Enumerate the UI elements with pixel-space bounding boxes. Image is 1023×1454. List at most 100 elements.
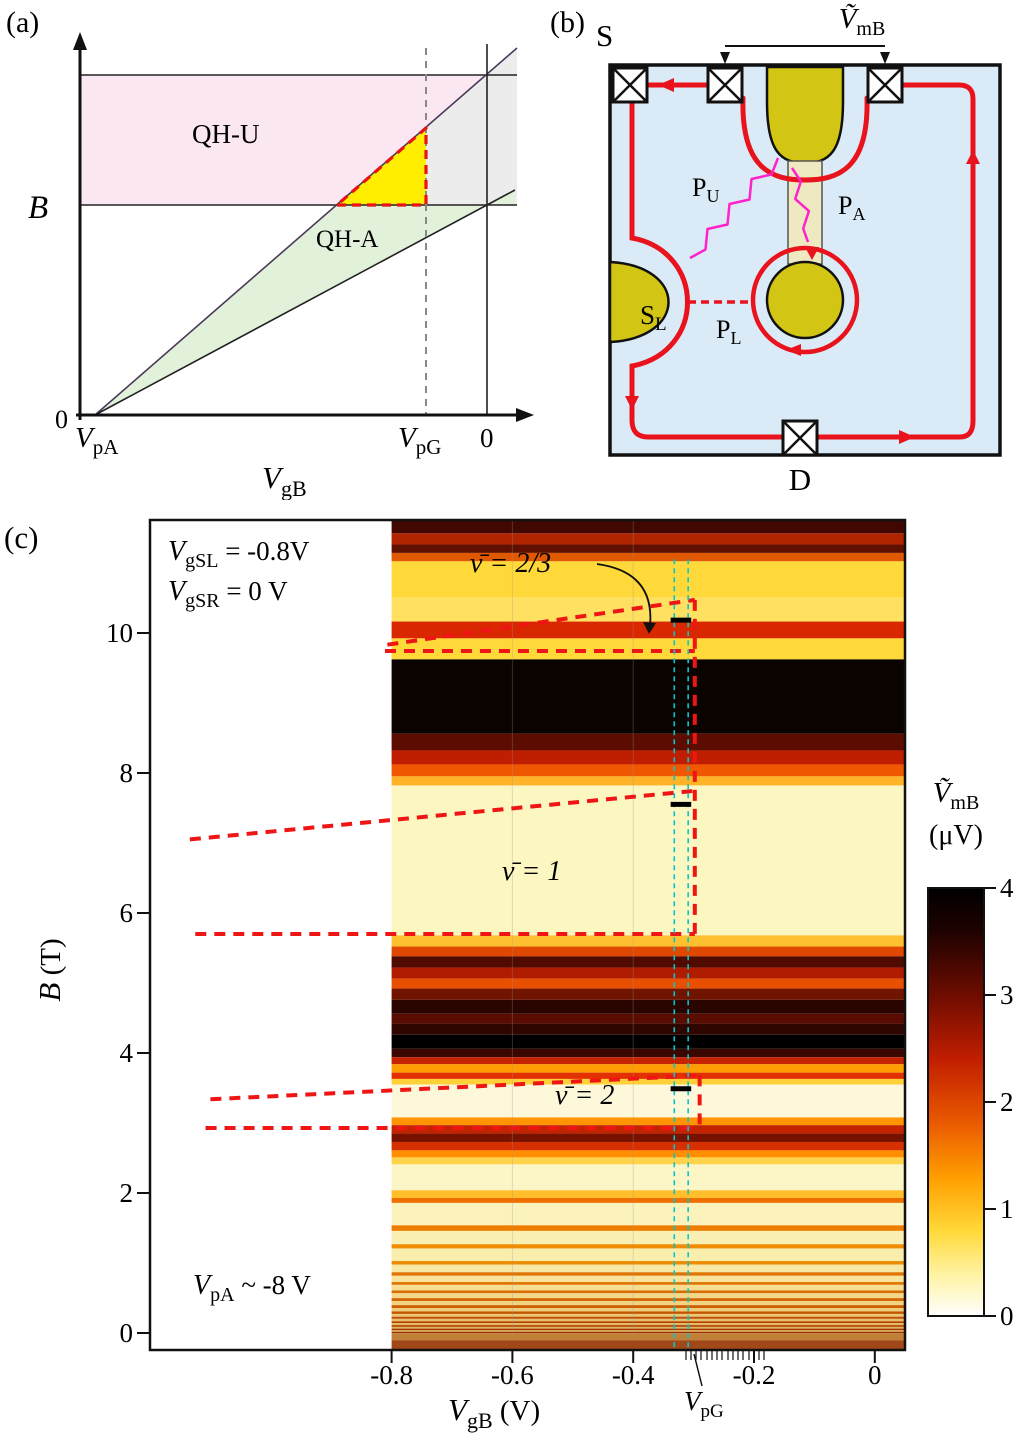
heatmap-band bbox=[391, 1064, 906, 1073]
contact-top-3 bbox=[866, 66, 904, 104]
x-major-ticks bbox=[390, 1350, 876, 1363]
x-axis-arrow bbox=[516, 408, 534, 422]
heatmap-band bbox=[391, 1275, 906, 1283]
panel-c: 0 2 4 6 8 10 -0.8 -0.6 -0.4 -0.2 0 B (T)… bbox=[4, 518, 1014, 1433]
heatmap-band bbox=[391, 1328, 906, 1331]
heatmap-band bbox=[391, 1244, 906, 1249]
contact-source bbox=[611, 66, 649, 104]
y-tick-8: 8 bbox=[120, 758, 134, 788]
heatmap-band bbox=[391, 1318, 906, 1322]
panel-a: (a) B QH-U QH-A 0 VpA VpG 0 VgB bbox=[6, 6, 534, 500]
colorbar-unit: (μV) bbox=[929, 820, 983, 851]
heatmap-band bbox=[391, 1157, 906, 1165]
heatmap bbox=[189, 520, 906, 1350]
heatmap-band bbox=[391, 1284, 906, 1291]
heatmap-band bbox=[391, 1164, 906, 1191]
x-tick-labels: -0.8 -0.6 -0.4 -0.2 0 bbox=[370, 1360, 881, 1390]
arrow-left-icon bbox=[658, 78, 674, 92]
nu-23-pointer-curve bbox=[596, 563, 652, 627]
heatmap-band bbox=[391, 1325, 906, 1327]
tick-vpg-label: VpG bbox=[398, 422, 441, 459]
qhu-label: QH-U bbox=[192, 119, 260, 149]
heatmap-band bbox=[391, 1048, 906, 1058]
tick-zero-label: 0 bbox=[480, 423, 494, 453]
heatmap-band bbox=[391, 1248, 906, 1262]
panel-a-axes bbox=[73, 32, 534, 422]
contact-top-2 bbox=[706, 66, 744, 104]
steep-boundary-line bbox=[94, 47, 518, 416]
heatmap-band bbox=[391, 1072, 906, 1079]
heatmap-band bbox=[391, 1141, 906, 1151]
nu-1-label: ν̄ = 1 bbox=[502, 856, 561, 887]
colorbar-tick-labels: 4 3 2 1 0 bbox=[1000, 873, 1014, 1331]
heatmap-band bbox=[391, 552, 906, 562]
heatmap-band bbox=[391, 1323, 906, 1326]
y-tick-4: 4 bbox=[120, 1038, 134, 1068]
heatmap-band bbox=[391, 638, 906, 660]
red-dashed-boundary bbox=[189, 789, 693, 842]
heatmap-band bbox=[391, 1313, 906, 1317]
origin-zero-label: 0 bbox=[55, 405, 68, 434]
b-axis-label: B bbox=[28, 190, 48, 226]
cb-tick-3: 3 bbox=[1000, 980, 1014, 1010]
vmb-bracket bbox=[720, 45, 890, 64]
nu-2-label: ν̄ = 2 bbox=[555, 1080, 614, 1111]
heatmap-band bbox=[391, 978, 906, 989]
pl-label: PL bbox=[716, 315, 741, 348]
antidot-loop bbox=[750, 245, 860, 355]
heatmap-band bbox=[391, 1330, 906, 1332]
heatmap-band bbox=[391, 544, 906, 553]
red-dashed-boundary bbox=[210, 1073, 700, 1102]
top-gate bbox=[765, 65, 845, 165]
colorbar: 4 3 2 1 0 ṼmB (μV) bbox=[927, 777, 1014, 1331]
x-tick-neg04: -0.4 bbox=[612, 1360, 655, 1390]
heatmap-band bbox=[391, 1225, 906, 1231]
heatmap-band bbox=[391, 561, 906, 598]
cb-tick-0: 0 bbox=[1000, 1301, 1014, 1331]
arrow-up-icon bbox=[966, 150, 980, 164]
heatmap-band bbox=[391, 1307, 906, 1312]
y-tick-0: 0 bbox=[120, 1318, 134, 1348]
x-axis-title-a: VgB bbox=[262, 460, 307, 500]
heatmap-band bbox=[391, 1013, 906, 1024]
x-tick-0: 0 bbox=[868, 1360, 882, 1390]
heatmap-band bbox=[391, 533, 906, 545]
panel-a-lines bbox=[80, 44, 518, 416]
heatmap-band bbox=[391, 1133, 906, 1142]
heatmap-band bbox=[391, 764, 906, 777]
tick-vpa-label: VpA bbox=[75, 422, 119, 459]
vpa-note: VpA ~ -8 V bbox=[193, 1270, 311, 1306]
heatmap-band bbox=[391, 1264, 906, 1273]
bracket-arrow-right-icon bbox=[880, 52, 890, 64]
panel-c-label: (c) bbox=[4, 520, 38, 555]
arrow-down-icon bbox=[625, 396, 639, 410]
heatmap-band bbox=[391, 733, 906, 751]
heatmap-band bbox=[391, 1300, 906, 1306]
heatmap-band bbox=[391, 1023, 906, 1035]
x-tick-neg06: -0.6 bbox=[491, 1360, 534, 1390]
y-axis-arrow bbox=[73, 32, 87, 50]
heatmap-band bbox=[391, 1084, 906, 1118]
red-dashed-triangle bbox=[335, 126, 428, 207]
heatmap-band bbox=[391, 1311, 906, 1314]
nu-23-pointer-arrow-icon bbox=[643, 622, 656, 634]
heatmap-band bbox=[391, 1034, 906, 1049]
vpg-minor-ticks bbox=[685, 1350, 765, 1360]
x-tick-neg08: -0.8 bbox=[370, 1360, 413, 1390]
heatmap-band bbox=[391, 1150, 906, 1158]
heatmap-band bbox=[391, 776, 906, 786]
ohmic-contacts bbox=[611, 66, 904, 457]
heatmap-band bbox=[391, 785, 906, 936]
arrow-right-icon bbox=[899, 430, 915, 444]
panel-b-label: (b) bbox=[550, 6, 585, 39]
vpg-pointer-line bbox=[693, 1353, 703, 1387]
y-tick-10: 10 bbox=[106, 618, 133, 648]
gate-sl-label: SL bbox=[640, 300, 667, 335]
heatmap-band bbox=[391, 1333, 906, 1341]
heatmap-band bbox=[391, 750, 906, 765]
panel-b: (b) S ṼmB D SL PU PA PL bbox=[550, 3, 1002, 497]
bracket-arrow-left-icon bbox=[720, 52, 730, 64]
heatmap-band bbox=[391, 1290, 906, 1294]
heatmap-band bbox=[391, 1057, 906, 1065]
